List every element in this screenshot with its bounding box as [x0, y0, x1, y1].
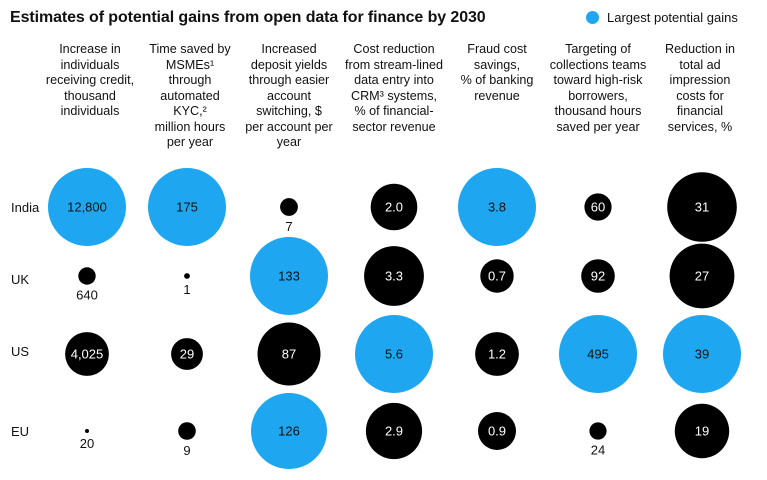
bubble-us-col6	[663, 315, 741, 393]
column-heading-text: Reduction in total ad impression costs f…	[664, 42, 735, 134]
column-heading-text: Increased deposit yields through easier …	[248, 42, 330, 118]
bubble-label: 19	[695, 424, 709, 439]
bubble-label: 0.9	[488, 424, 506, 439]
row-label-us: US	[11, 344, 30, 359]
column-heading-collections: Targeting of collections teams toward hi…	[548, 42, 648, 135]
bubble-label: 29	[180, 347, 194, 362]
bubble-label: 2.0	[385, 200, 403, 215]
bubble-eu-col3	[365, 402, 423, 460]
bubble-label: 495	[587, 347, 609, 362]
column-heading-unit: % of banking revenue	[460, 73, 534, 103]
bubble-india-col5	[584, 193, 612, 221]
bubble-us-col3	[355, 315, 433, 393]
bubble-us-col0	[65, 332, 109, 376]
column-heading-crm: Cost reduction from stream-lined data en…	[344, 42, 444, 135]
column-heading-text: Targeting of collections teams toward hi…	[549, 42, 647, 103]
bubble-us-col4	[475, 332, 519, 376]
column-heading-kyc: Time saved by MSMEs¹ through automated K…	[148, 42, 232, 151]
bubble-label: 12,800	[67, 200, 107, 215]
bubble-label: 20	[80, 436, 94, 451]
bubble-eu-col4	[478, 412, 516, 450]
row-label-eu: EU	[11, 424, 30, 439]
bubble-india-col3	[370, 183, 418, 231]
column-heading-fraud: Fraud cost savings, % of banking revenue	[458, 42, 536, 104]
bubble-uk-col6	[669, 243, 735, 309]
bubble-label: 133	[278, 269, 300, 284]
bubble-eu-col2	[251, 393, 327, 469]
bubble-label: 92	[591, 269, 605, 284]
bubble-label: 31	[695, 200, 709, 215]
bubble-uk-col0	[78, 267, 96, 285]
bubble-label: 39	[695, 347, 709, 362]
column-heading-credit: Increase in individuals receiving credit…	[34, 42, 146, 120]
bubble-label: 7	[285, 219, 292, 234]
bubble-label: 1	[183, 282, 190, 297]
column-heading-unit: thousand hours saved per year	[554, 104, 642, 134]
bubble-label: 60	[591, 200, 605, 215]
bubble-label: 2.9	[385, 424, 403, 439]
row-label-india: India	[11, 200, 40, 215]
bubble-india-col4	[458, 168, 536, 246]
bubble-label: 9	[183, 443, 190, 458]
bubble-label: 3.3	[385, 269, 403, 284]
bubble-label: 24	[591, 443, 605, 458]
bubble-eu-col6	[674, 403, 730, 459]
bubble-label: 0.7	[488, 269, 506, 284]
legend-dot-icon	[586, 11, 599, 24]
bubble-india-col2	[280, 198, 298, 216]
row-label-uk: UK	[11, 272, 30, 287]
bubble-us-col2	[257, 322, 321, 386]
bubble-label: 1.2	[488, 347, 506, 362]
bubble-uk-col4	[480, 259, 514, 293]
bubble-us-col1	[171, 338, 203, 370]
bubble-label: 126	[278, 424, 300, 439]
bubble-uk-col2	[250, 237, 328, 315]
bubble-uk-col1	[184, 273, 190, 279]
bubble-eu-col5	[589, 422, 607, 440]
bubble-label: 3.8	[488, 200, 506, 215]
bubble-india-col1	[148, 168, 226, 246]
column-heading-ad: Reduction in total ad impression costs f…	[660, 42, 740, 135]
column-heading-deposit: Increased deposit yields through easier …	[240, 42, 338, 151]
bubble-label: 27	[695, 269, 709, 284]
column-heading-text: Cost reduction from stream-lined data en…	[345, 42, 443, 103]
column-heading-unit: million hours per year	[154, 119, 226, 150]
bubble-uk-col3	[364, 246, 424, 306]
column-heading-text: Increase in individuals receiving credit…	[45, 42, 135, 87]
legend: Largest potential gains	[586, 10, 738, 25]
column-heading-unit: % of financial-sector revenue	[352, 104, 436, 134]
bubble-india-col0	[48, 168, 126, 246]
bubble-label: 4,025	[71, 347, 104, 362]
bubble-eu-col0	[85, 429, 89, 433]
bubble-india-col6	[667, 172, 737, 242]
bubble-label: 87	[282, 347, 296, 362]
bubble-us-col5	[559, 315, 637, 393]
legend-label: Largest potential gains	[607, 10, 738, 25]
column-heading-text: Fraud cost savings,	[467, 42, 527, 72]
bubble-label: 640	[76, 288, 98, 303]
chart-title: Estimates of potential gains from open d…	[10, 9, 486, 26]
bubble-label: 5.6	[385, 347, 403, 362]
bubble-eu-col1	[178, 422, 196, 440]
column-heading-unit: per account per year	[245, 119, 333, 150]
bubble-uk-col5	[581, 259, 615, 293]
column-heading-text: Time saved by MSMEs¹ through automated K…	[149, 42, 231, 118]
bubble-label: 175	[176, 200, 198, 215]
column-heading-unit: thousand individuals	[60, 88, 120, 119]
